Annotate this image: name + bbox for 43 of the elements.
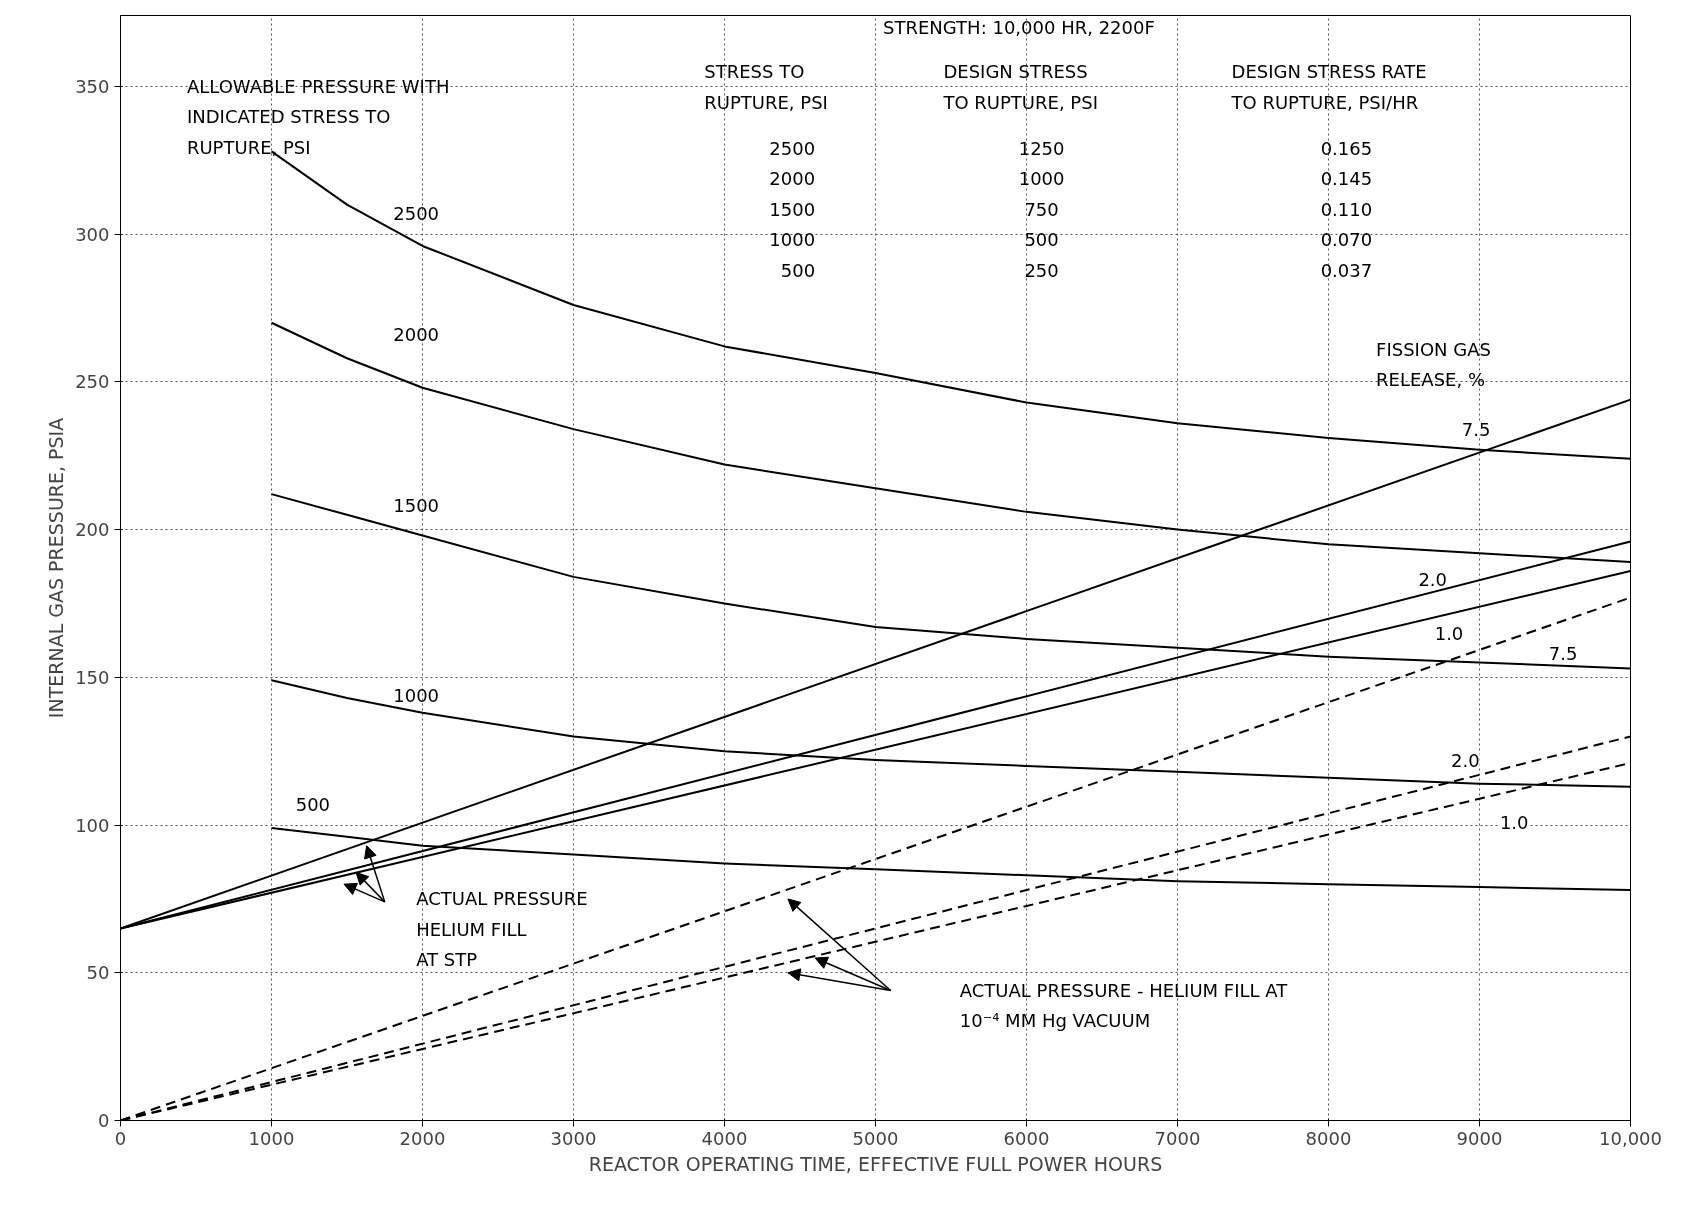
annotation: 2000 [393,324,440,346]
y-tick-label: 150 [75,666,110,688]
annotation: 1250 1000 750 500 250 [1018,137,1065,281]
annotation: DESIGN STRESS TO RUPTURE, PSI [942,61,1098,113]
annotation: 1500 [393,495,440,517]
y-tick-label: 100 [75,814,110,836]
x-tick-label: 10,000 [1599,1127,1662,1149]
annotation: 500 [295,793,331,815]
x-tick-label: 8000 [1305,1127,1352,1149]
x-axis-title: REACTOR OPERATING TIME, EFFECTIVE FULL POWER HOURS [588,1152,1163,1175]
x-tick-label: 3000 [550,1127,597,1149]
annotation: 1.0 [1499,811,1529,833]
y-tick-label: 200 [75,519,110,541]
annotation: ALLOWABLE PRESSURE WITH INDICATED STRESS TO RUPTURE, PSI [186,75,450,158]
x-tick-label: 7000 [1154,1127,1201,1149]
x-tick-label: 1000 [248,1127,295,1149]
annotation: ACTUAL PRESSURE HELIUM FILL AT STP [416,888,588,971]
y-tick-label: 50 [86,962,110,984]
annotation: DESIGN STRESS RATE TO RUPTURE, PSI/HR [1230,61,1427,113]
annotation: 0.165 0.145 0.110 0.070 0.037 [1320,137,1373,281]
y-axis-title: INTERNAL GAS PRESSURE, PSIA [45,417,68,719]
y-tick-label: 300 [75,223,110,245]
annotation: 1000 [393,684,440,706]
annotation: FISSION GAS RELEASE, % [1376,338,1491,391]
annotation: 2500 2000 1500 1000 500 [769,137,816,281]
annotation: ACTUAL PRESSURE - HELIUM FILL AT 10⁻⁴ MM Hg VACUUM [959,980,1289,1032]
y-tick-label: 250 [75,371,110,393]
annotation: 2500 [393,202,440,224]
annotation: 7.5 [1548,643,1578,665]
x-tick-label: 9000 [1456,1127,1503,1149]
x-tick-label: 0 [114,1127,127,1149]
x-tick-label: 4000 [701,1127,748,1149]
x-tick-label: 5000 [852,1127,899,1149]
y-tick-label: 0 [98,1110,110,1131]
annotation: 7.5 [1461,418,1491,440]
x-tick-label: 2000 [399,1127,446,1149]
y-tick-label: 350 [75,75,110,97]
x-tick-label: 6000 [1003,1127,1050,1149]
annotation: STRENGTH: 10,000 HR, 2200F [883,16,1155,38]
annotation: 2.0 [1450,749,1480,771]
annotation: 1.0 [1434,622,1464,644]
annotation: STRESS TO RUPTURE, PSI [704,61,828,113]
annotation: 2.0 [1418,569,1448,591]
